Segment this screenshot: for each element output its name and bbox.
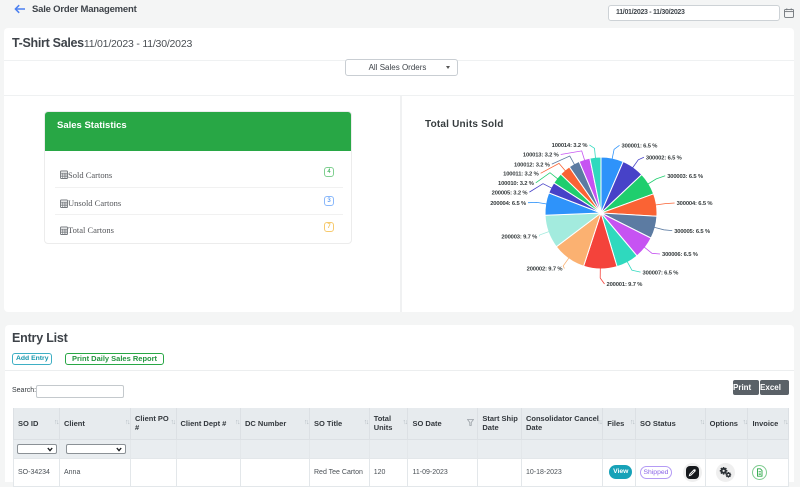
svg-text:300002: 6.5 %: 300002: 6.5 % bbox=[646, 155, 682, 161]
svg-text:100014: 3.2 %: 100014: 3.2 % bbox=[552, 143, 588, 149]
svg-text:100010: 3.2 %: 100010: 3.2 % bbox=[498, 181, 534, 187]
svg-text:300003: 6.5 %: 300003: 6.5 % bbox=[667, 174, 703, 180]
svg-text:300001: 6.5 %: 300001: 6.5 % bbox=[622, 144, 658, 150]
svg-text:200001: 9.7 %: 200001: 9.7 % bbox=[607, 282, 643, 288]
svg-text:100011: 3.2 %: 100011: 3.2 % bbox=[503, 172, 538, 178]
svg-text:200005: 3.2 %: 200005: 3.2 % bbox=[492, 190, 528, 196]
svg-text:100013: 3.2 %: 100013: 3.2 % bbox=[523, 153, 559, 159]
svg-text:200003: 9.7 %: 200003: 9.7 % bbox=[501, 235, 537, 241]
svg-text:200004: 6.5 %: 200004: 6.5 % bbox=[490, 201, 526, 207]
svg-text:300004: 6.5 %: 300004: 6.5 % bbox=[677, 201, 713, 207]
svg-text:300007: 6.5 %: 300007: 6.5 % bbox=[643, 270, 679, 276]
svg-text:300006: 6.5 %: 300006: 6.5 % bbox=[662, 252, 698, 258]
svg-text:100012: 3.2 %: 100012: 3.2 % bbox=[514, 162, 550, 168]
svg-text:200002: 9.7 %: 200002: 9.7 % bbox=[527, 267, 563, 273]
svg-text:300005: 6.5 %: 300005: 6.5 % bbox=[674, 229, 710, 235]
